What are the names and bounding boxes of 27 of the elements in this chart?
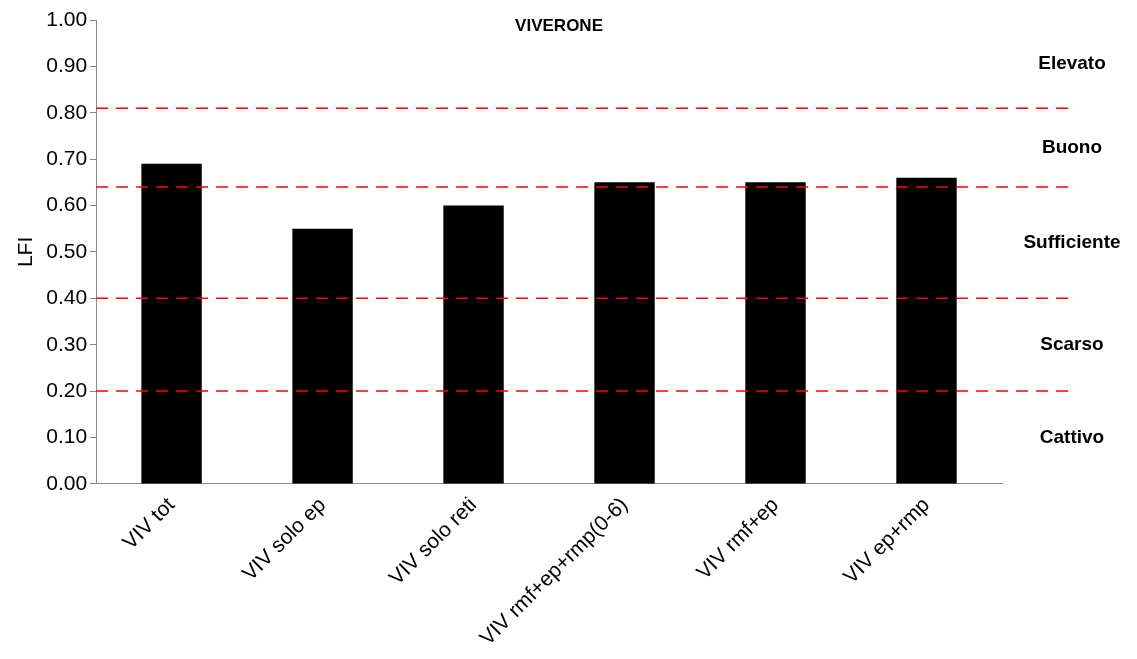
y-axis-title: LFI: [13, 236, 37, 268]
bar: [443, 205, 504, 484]
y-tick-label: 0.20: [46, 377, 88, 401]
x-tick-label: VIV solo ep: [237, 492, 330, 585]
bar: [594, 182, 655, 484]
y-tick-label: 0.00: [46, 470, 88, 494]
y-tick-label: 0.10: [46, 424, 88, 448]
y-tick-label: 0.90: [46, 53, 88, 77]
chart-title: VIVERONE: [515, 15, 603, 35]
bar: [292, 228, 353, 484]
y-tick-label: 0.30: [46, 331, 88, 355]
y-tick-label: 0.80: [46, 99, 88, 123]
bar: [745, 182, 806, 484]
bar: [896, 177, 957, 484]
y-tick-label: 1.00: [46, 6, 88, 30]
annotation: Scarso: [1040, 332, 1104, 354]
x-tick-label: VIV solo reti: [384, 492, 481, 589]
x-tick-label: VIV tot: [117, 492, 179, 554]
y-tick-label: 0.70: [46, 145, 88, 169]
annotation: Sufficiente: [1023, 230, 1121, 252]
y-tick-label: 0.60: [46, 192, 88, 216]
annotation: Buono: [1041, 135, 1103, 157]
y-tick-label: 0.50: [46, 238, 88, 262]
annotation: Elevato: [1038, 52, 1106, 74]
bar: [141, 163, 202, 484]
annotation: Cattivo: [1039, 425, 1105, 447]
y-tick-label: 0.40: [46, 285, 88, 309]
